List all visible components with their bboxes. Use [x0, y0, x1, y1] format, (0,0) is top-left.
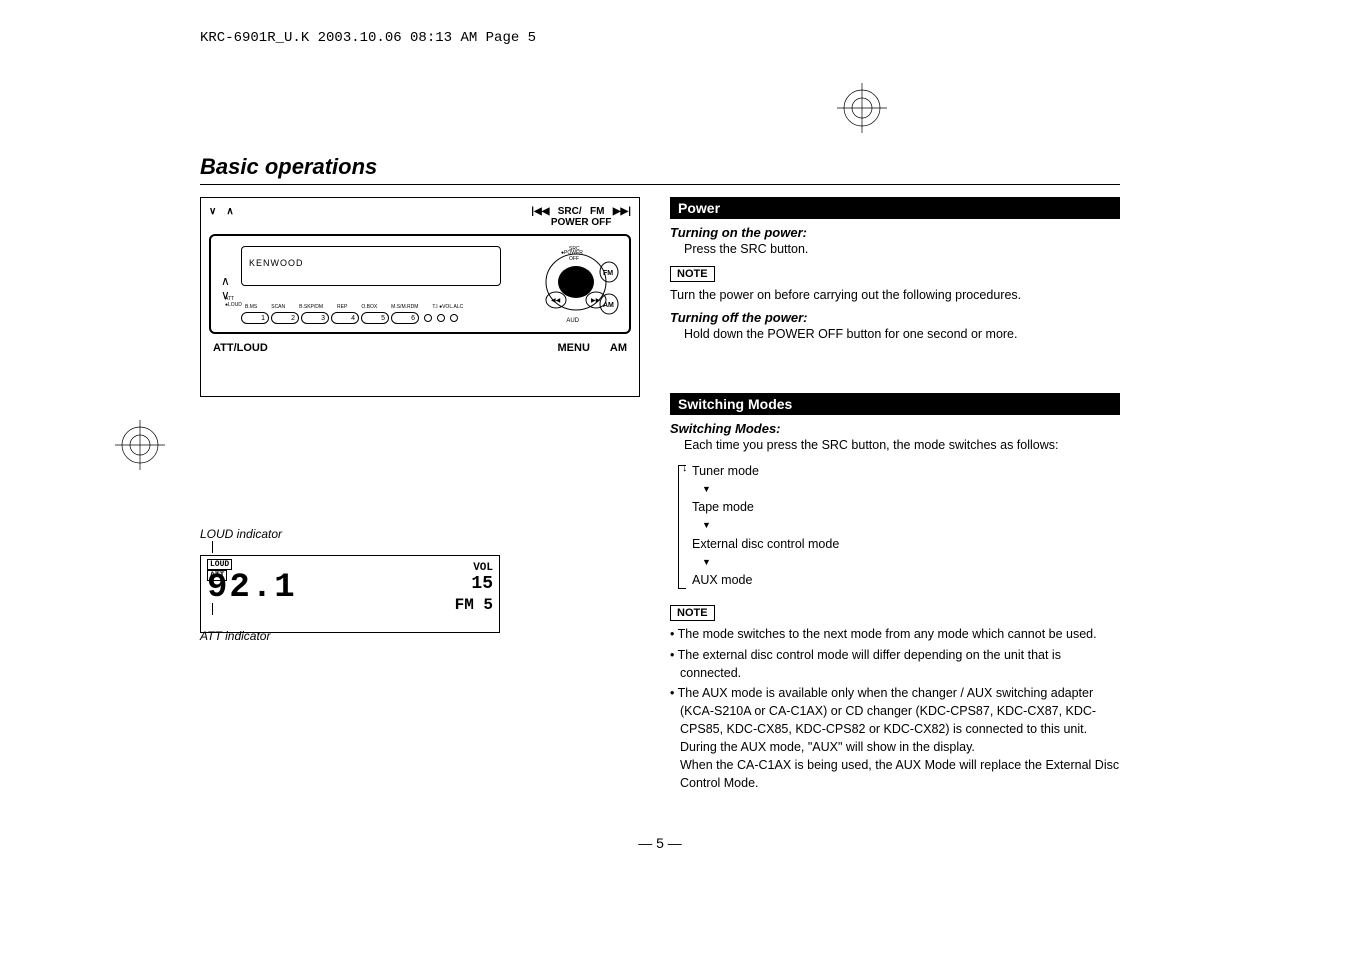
tiny-3: REP	[337, 304, 347, 310]
tiny-0: B.MS	[245, 304, 257, 310]
mode-tape: Tape mode	[692, 497, 1120, 518]
print-header: KRC-6901R_U.K 2003.10.06 08:13 AM Page 5	[200, 30, 1120, 46]
btn-2: 2	[271, 312, 299, 324]
loud-caption: LOUD indicator	[200, 527, 640, 541]
mode-ext: External disc control mode	[692, 534, 1120, 555]
poweroff-label: POWER OFF	[551, 217, 612, 228]
switch-notes: The mode switches to the next mode from …	[670, 625, 1120, 792]
crop-mark-top	[837, 83, 887, 133]
att-tag: ATT	[207, 570, 227, 581]
tiny-2: B.SKP/DM	[299, 304, 323, 310]
src-label: SRC/	[558, 206, 582, 217]
down-icon: ∨	[209, 206, 216, 228]
att-tiny-label: ATT●LOUD	[225, 296, 242, 308]
dot-3	[450, 314, 458, 322]
switch-sub: Switching Modes:	[670, 421, 1120, 436]
brand-label: KENWOOD	[249, 258, 304, 268]
att-loud-label: ATT/LOUD	[213, 342, 268, 354]
page-title: Basic operations	[200, 154, 1120, 180]
power-off-body: Hold down the POWER OFF button for one s…	[684, 325, 1120, 343]
bullet-3: The AUX mode is available only when the …	[670, 684, 1120, 793]
control-knob: ◀◀ ▶▶ FM AM ●POWER OFF SRC	[531, 242, 621, 332]
bullet-2: The external disc control mode will diff…	[670, 646, 1120, 682]
svg-text:AM: AM	[603, 302, 614, 309]
svg-text:OFF: OFF	[569, 256, 579, 262]
bullet-1: The mode switches to the next mode from …	[670, 625, 1120, 643]
note-box-2: NOTE	[670, 605, 715, 621]
prev-icon: |◀◀	[531, 206, 549, 217]
crop-mark-left	[115, 420, 165, 470]
tiny-1: SCAN	[271, 304, 285, 310]
mode-flow: ↓ Tuner mode ▼ Tape mode ▼ External disc…	[684, 461, 1120, 592]
tiny-5: M.S/M.RDM	[391, 304, 418, 310]
switch-intro: Each time you press the SRC button, the …	[684, 436, 1120, 454]
power-note-body: Turn the power on before carrying out th…	[670, 286, 1120, 304]
tiny-row: B.MS SCAN B.SKP/DM REP O.BOX M.S/M.RDM T…	[245, 304, 463, 310]
title-rule	[200, 184, 1120, 185]
tri-2: ▼	[702, 518, 1120, 533]
note-box-1: NOTE	[670, 266, 715, 282]
am-label: AM	[610, 342, 627, 354]
svg-text:◀◀: ◀◀	[551, 298, 561, 304]
power-on-body: Press the SRC button.	[684, 240, 1120, 258]
tiny-4: O.BOX	[361, 304, 377, 310]
tri-3: ▼	[702, 555, 1120, 570]
lcd-fm: FM 5	[455, 596, 493, 614]
svg-text:▶▶: ▶▶	[591, 298, 601, 304]
dot-2	[437, 314, 445, 322]
fm-label: FM	[590, 206, 604, 217]
btn-3: 3	[301, 312, 329, 324]
menu-label: MENU	[558, 342, 590, 354]
svg-text:FM: FM	[603, 270, 613, 277]
tiny-6: T.I ●VOL.ALC	[432, 304, 463, 310]
lcd-volnum: 15	[455, 574, 493, 594]
btn-6: 6	[391, 312, 419, 324]
loud-pointer	[212, 541, 640, 553]
lcd-display: LOUD ATT 92.1 VOL 15 FM 5	[200, 555, 500, 633]
tri-1: ▼	[702, 482, 1120, 497]
mode-aux: AUX mode	[692, 570, 1120, 591]
loud-tag: LOUD	[207, 559, 232, 570]
switch-heading: Switching Modes	[670, 393, 1120, 415]
mode-tuner: Tuner mode	[692, 461, 1120, 482]
dot-1	[424, 314, 432, 322]
number-buttons: 1 2 3 4 5 6	[241, 312, 458, 324]
lcd-vol: VOL	[455, 562, 493, 574]
up-icon: ∧	[226, 206, 233, 228]
next-icon: ▶▶|	[613, 206, 631, 217]
btn-5: 5	[361, 312, 389, 324]
device-diagram: ∨ ∧ |◀◀ SRC/ FM ▶▶| POWER OFF KENWOOD ∧∨	[200, 197, 640, 397]
btn-4: 4	[331, 312, 359, 324]
svg-text:SRC: SRC	[569, 246, 580, 252]
power-on-head: Turning on the power:	[670, 225, 1120, 240]
page-number: — 5 —	[200, 835, 1120, 851]
power-off-head: Turning off the power:	[670, 310, 1120, 325]
btn-1: 1	[241, 312, 269, 324]
power-heading: Power	[670, 197, 1120, 219]
